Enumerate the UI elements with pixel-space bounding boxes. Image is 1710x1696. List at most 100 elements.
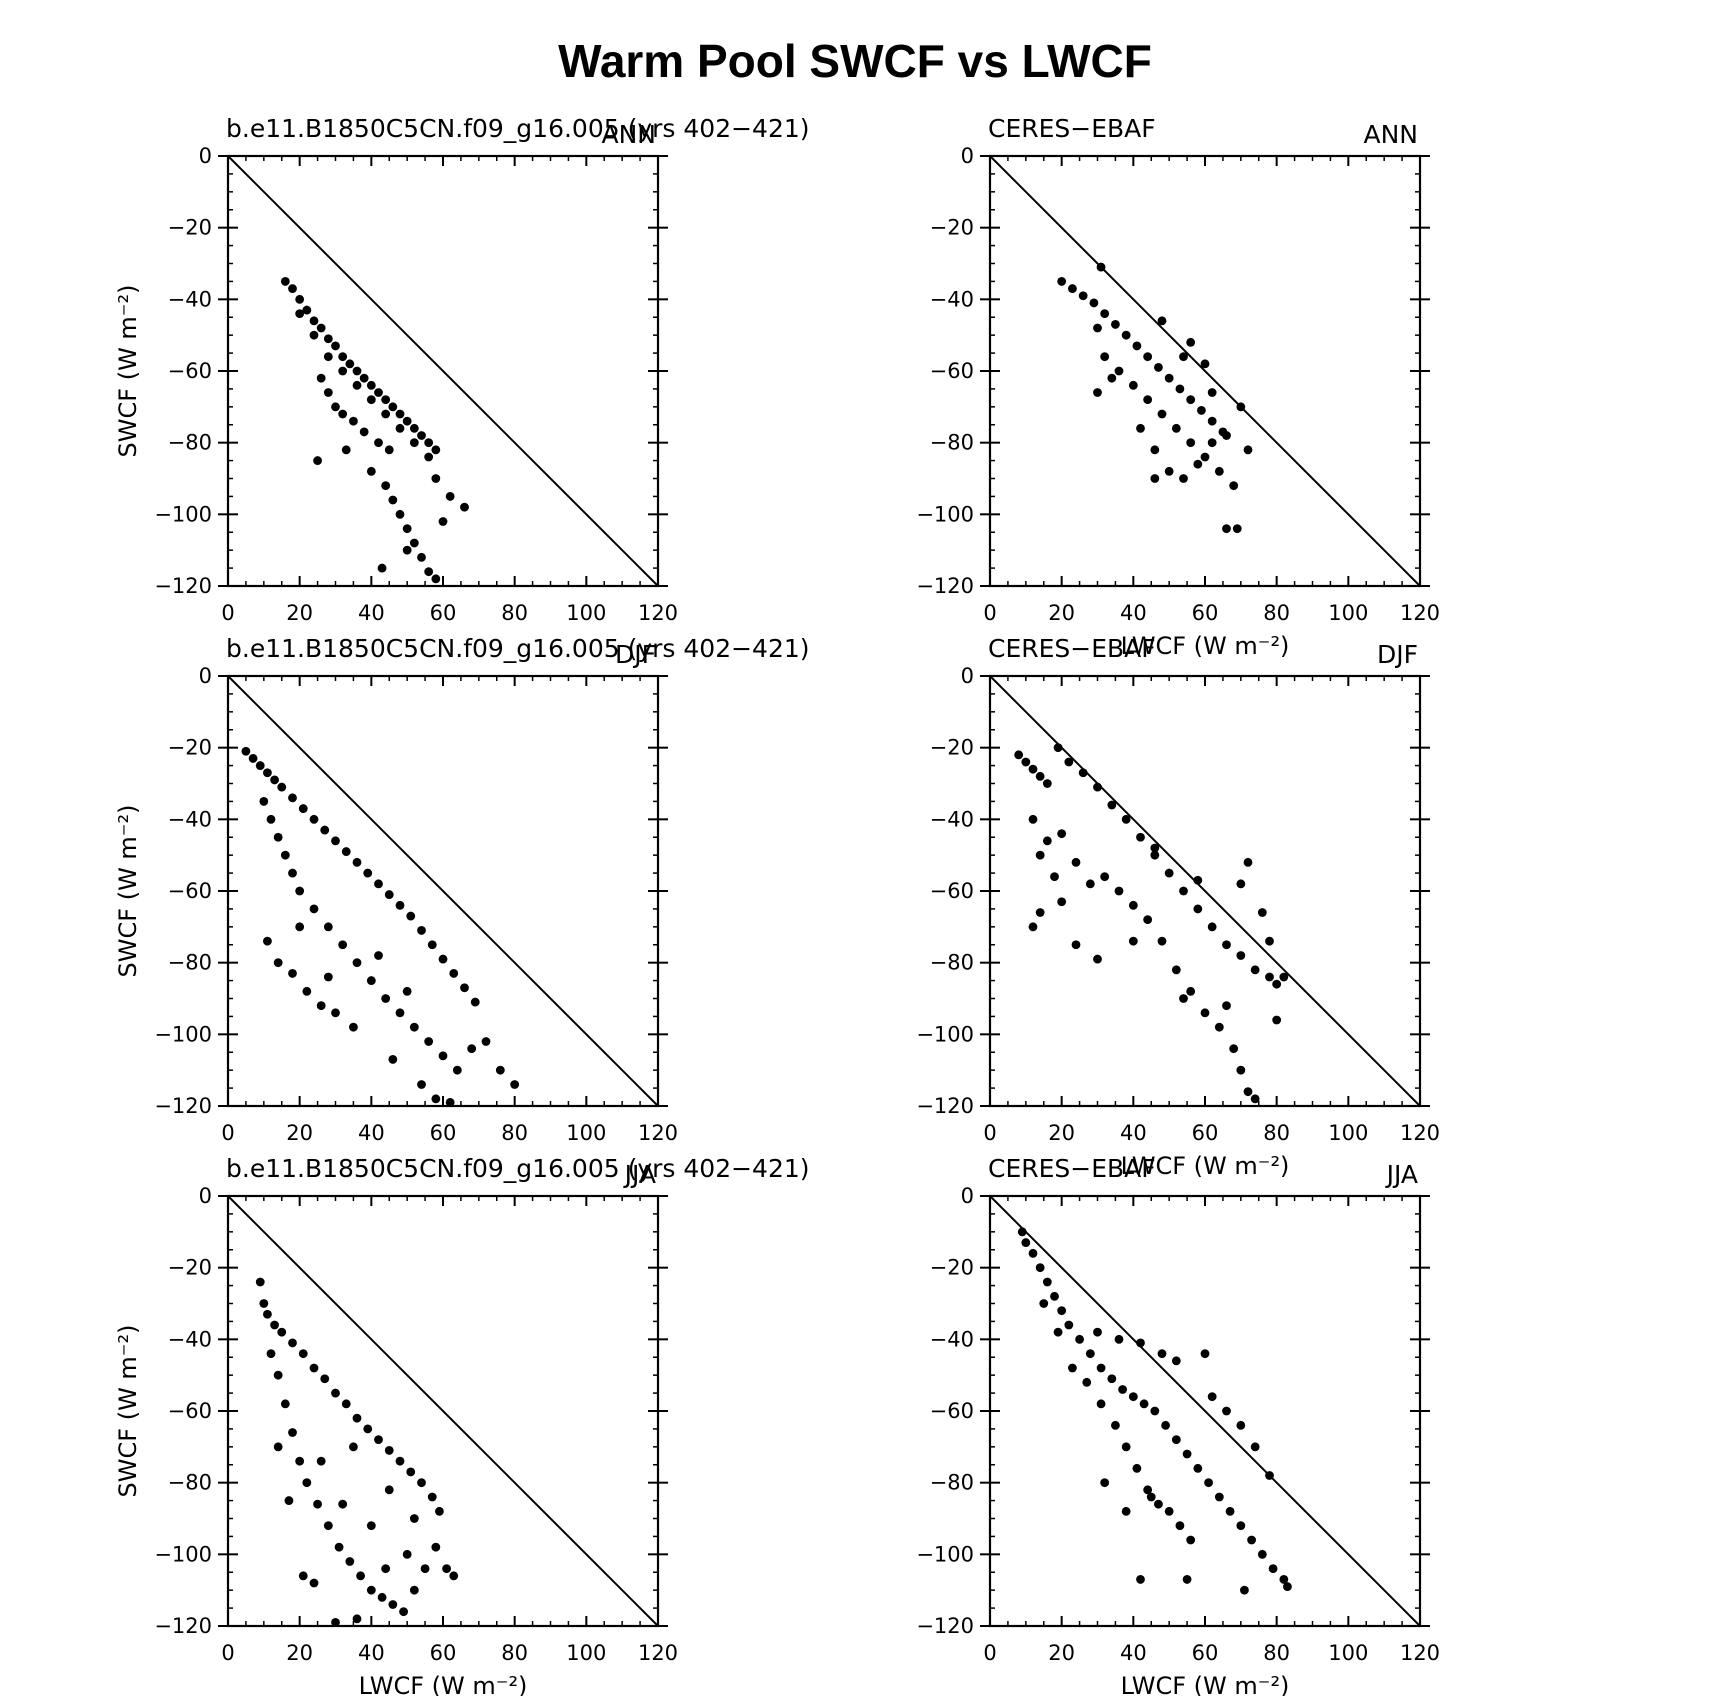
data-point (277, 1327, 287, 1337)
data-point (280, 277, 290, 286)
data-point (406, 1467, 416, 1477)
data-point (1093, 954, 1102, 964)
data-point (1229, 1044, 1239, 1054)
data-point (1157, 409, 1167, 419)
data-point (388, 1055, 398, 1064)
y-tick-label: −100 (154, 502, 212, 526)
data-point (381, 395, 391, 405)
x-tick-label: 60 (1192, 1121, 1219, 1145)
data-point (1207, 922, 1217, 932)
one-to-one-line (989, 155, 1421, 587)
data-point (1200, 1008, 1210, 1018)
data-point (338, 940, 348, 950)
data-point (1214, 1022, 1224, 1032)
panel-right-label: JJA (623, 1160, 656, 1189)
y-tick-label: −120 (916, 1614, 974, 1638)
data-point (1265, 972, 1274, 982)
data-point (417, 552, 426, 562)
data-point (1114, 1334, 1124, 1344)
data-point (1179, 474, 1188, 483)
data-point (1243, 857, 1253, 867)
data-point (402, 545, 412, 555)
data-point (309, 330, 319, 340)
x-tick-label: 100 (566, 1641, 606, 1665)
x-tick-label: 0 (221, 1121, 234, 1145)
x-tick-label: 80 (1263, 1641, 1290, 1665)
data-point (1207, 1392, 1217, 1402)
data-point (1136, 832, 1145, 842)
data-point (366, 466, 376, 476)
data-point (381, 994, 391, 1003)
data-point (259, 1299, 269, 1308)
data-point (438, 517, 448, 526)
data-point (438, 954, 448, 964)
x-tick-label: 0 (983, 1641, 996, 1665)
y-tick-label: 0 (199, 1184, 212, 1208)
data-point (1265, 1471, 1274, 1480)
data-point (1132, 1463, 1142, 1473)
data-point (1028, 922, 1038, 932)
data-point (1057, 277, 1067, 286)
data-point (1236, 402, 1246, 412)
data-point (323, 922, 333, 932)
data-point (366, 395, 376, 405)
data-point (1053, 1327, 1063, 1337)
data-point (1200, 359, 1210, 369)
data-point (1150, 1406, 1160, 1416)
x-tick-label: 80 (501, 1641, 528, 1665)
data-point (259, 797, 269, 806)
data-point (316, 373, 326, 383)
data-point (1193, 875, 1203, 885)
data-point (395, 1008, 405, 1018)
y-tick-label: −120 (916, 574, 974, 598)
x-tick-label: 80 (501, 1121, 528, 1145)
data-point (359, 427, 369, 437)
data-point (1057, 897, 1067, 907)
y-tick-label: −20 (168, 216, 212, 240)
data-point (409, 1022, 419, 1032)
data-point (1057, 1306, 1067, 1316)
data-point (1257, 908, 1267, 917)
data-point (1222, 1001, 1231, 1011)
data-point (331, 1008, 340, 1018)
data-point (1093, 388, 1102, 397)
panel-left-label: b.e11.B1850C5CN.f09_g16.005 (yrs 402−421… (226, 114, 810, 143)
data-point (288, 793, 297, 803)
x-tick-label: 0 (221, 1641, 234, 1665)
data-point (1071, 857, 1081, 867)
data-point (1121, 814, 1131, 824)
data-point (295, 1456, 305, 1466)
data-point (395, 900, 405, 910)
data-point (1154, 363, 1163, 372)
data-point (1085, 1349, 1095, 1359)
x-tick-label: 60 (430, 601, 457, 625)
x-tick-label: 60 (1192, 601, 1219, 625)
data-point (424, 452, 434, 462)
panel-right-label: ANN (601, 120, 656, 149)
data-point (1093, 1327, 1102, 1337)
panel-right-label: ANN (1363, 120, 1418, 149)
data-point (406, 911, 416, 921)
data-point (1157, 1349, 1167, 1359)
data-point (366, 976, 376, 985)
data-point (470, 997, 480, 1007)
data-point (424, 438, 434, 448)
data-point (1157, 316, 1167, 326)
y-tick-label: −40 (930, 287, 974, 311)
data-point (309, 1363, 319, 1373)
data-point (1132, 341, 1142, 351)
data-point (295, 309, 305, 319)
data-point (427, 1492, 437, 1502)
data-point (1186, 395, 1196, 405)
data-point (1186, 986, 1196, 996)
data-point (1068, 284, 1077, 293)
data-point (1035, 850, 1045, 860)
data-point (302, 1478, 312, 1488)
data-point (438, 1051, 448, 1061)
y-axis-label: SWCF (W m⁻²) (114, 285, 142, 458)
data-point (495, 1065, 505, 1075)
data-point (309, 814, 319, 824)
data-point (248, 754, 258, 763)
panel-right-label: DJF (1377, 640, 1418, 669)
one-to-one-line (227, 675, 659, 1107)
